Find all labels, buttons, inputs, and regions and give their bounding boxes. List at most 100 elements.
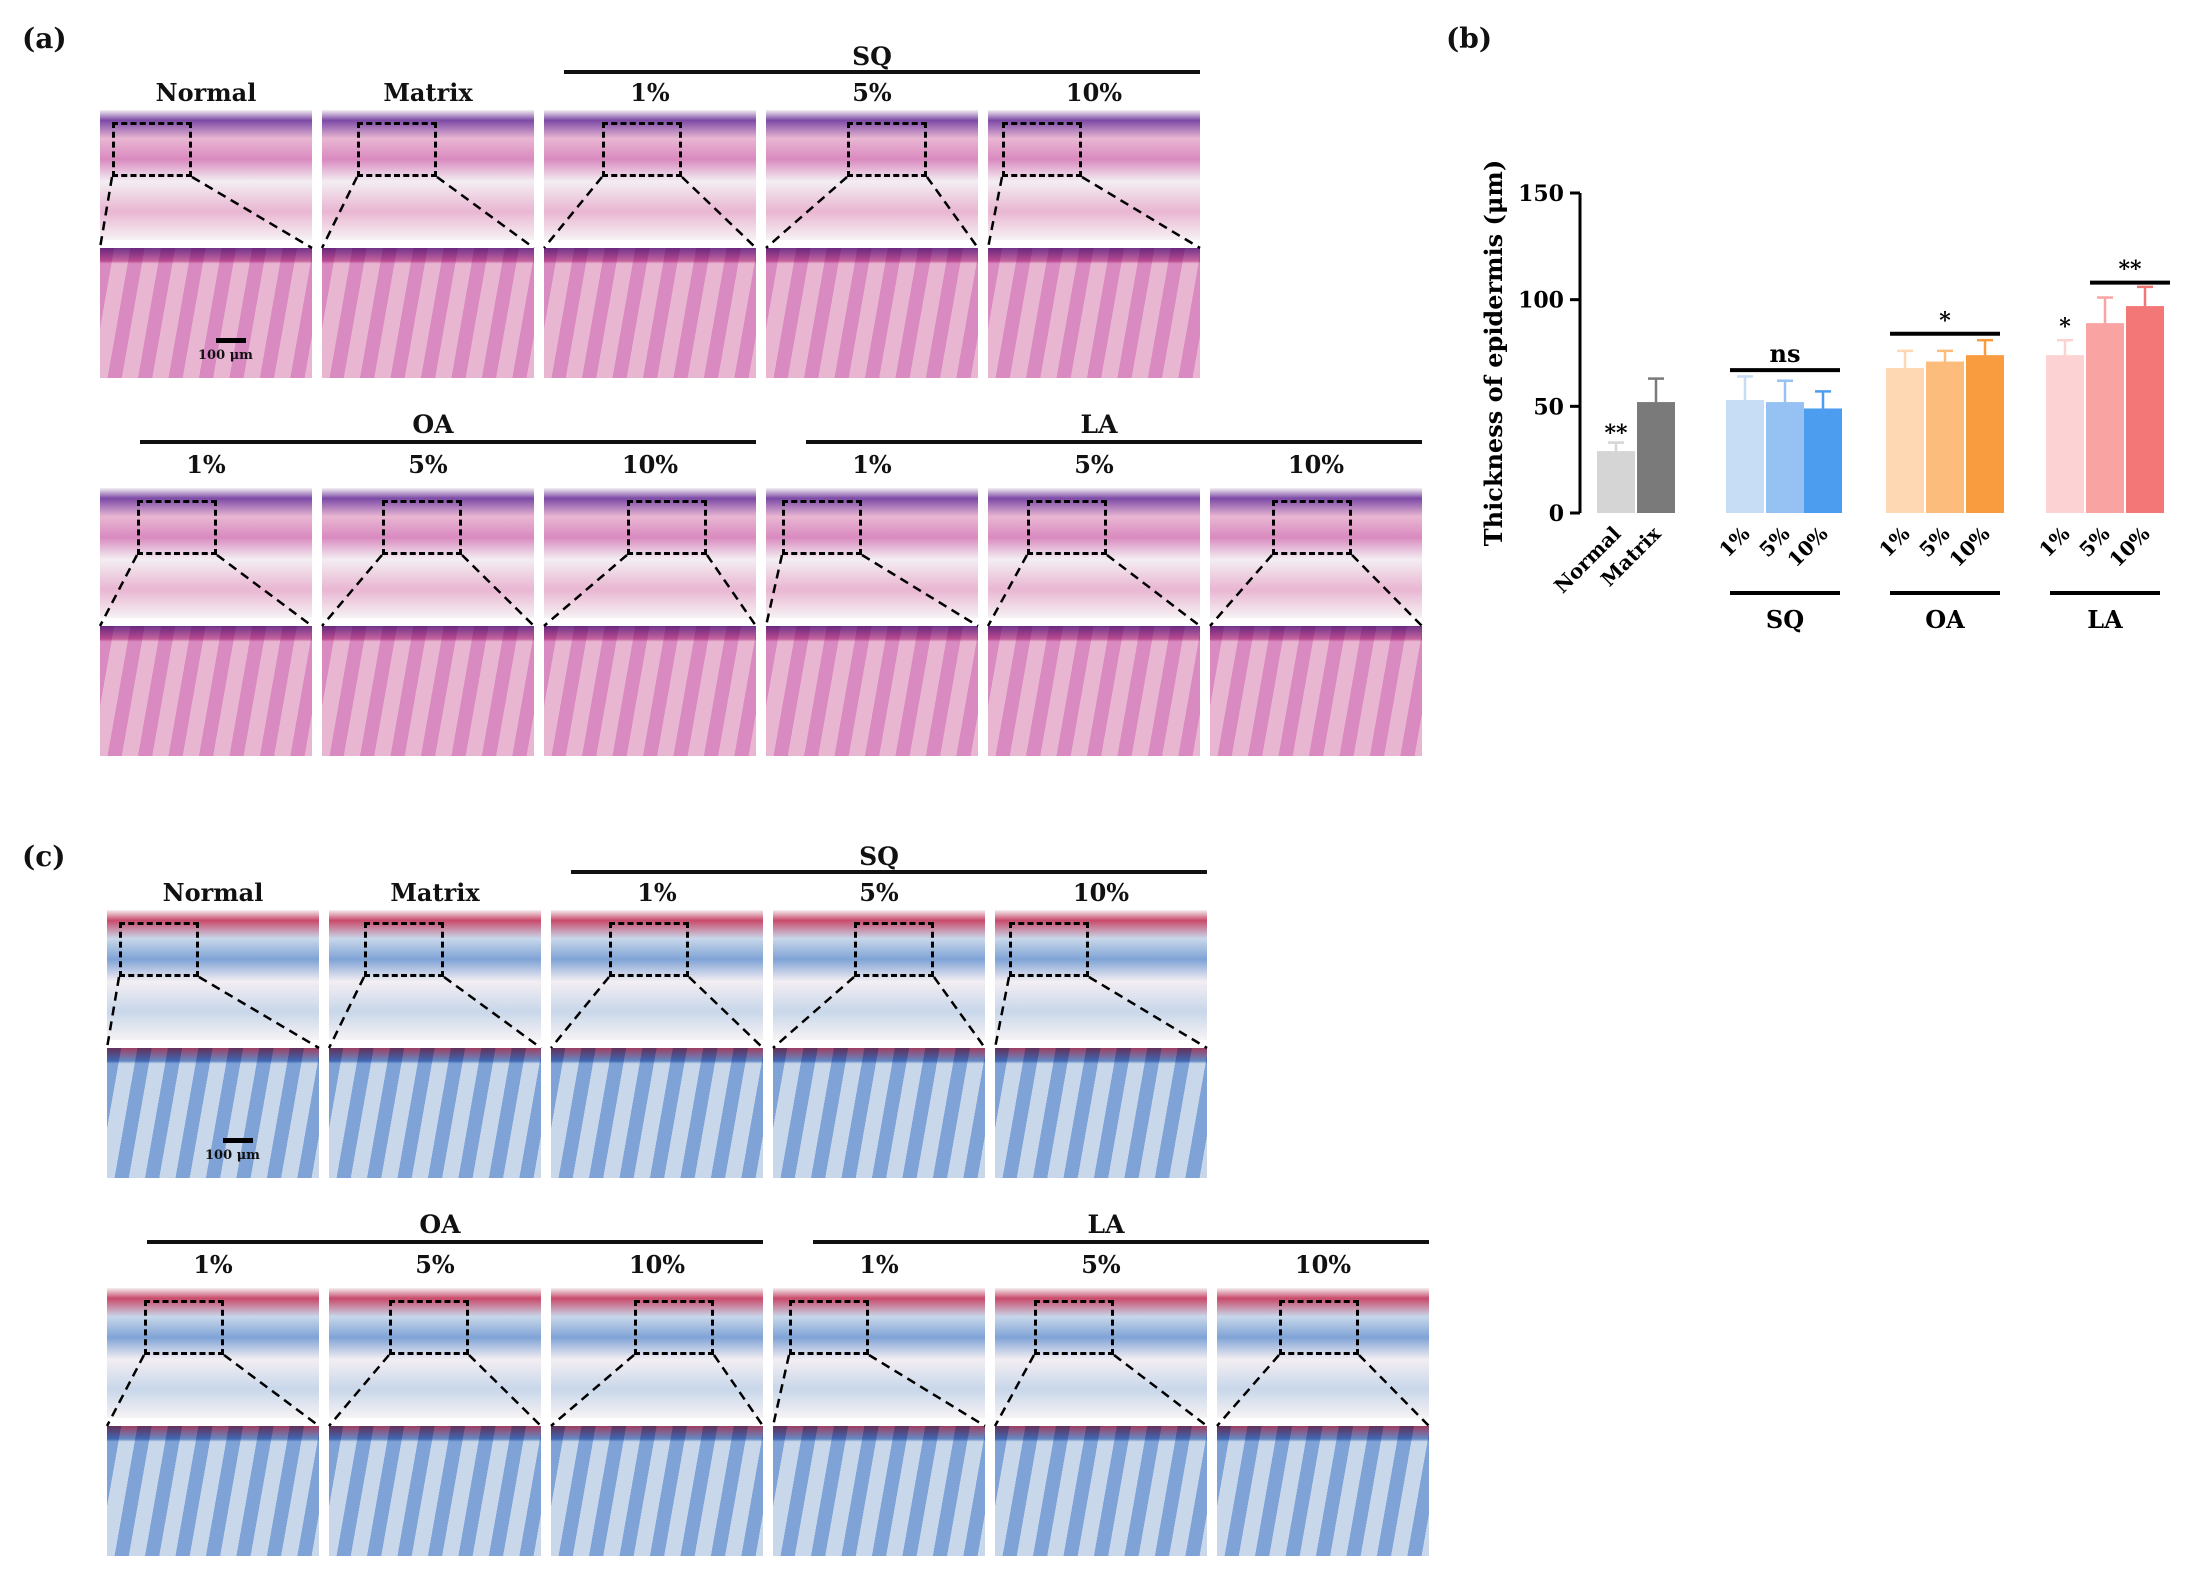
- bar: [1637, 402, 1675, 513]
- zoom-lines: [986, 554, 1201, 627]
- zoom-lines: [105, 1353, 320, 1428]
- high-mag-image: [551, 1048, 763, 1178]
- roi-box: [357, 122, 437, 177]
- high-mag-image: [773, 1426, 985, 1556]
- high-mag-image: [322, 248, 534, 378]
- scale-bar: [216, 338, 246, 343]
- zoom-lines: [993, 1354, 1208, 1427]
- y-tick-label: 50: [1533, 394, 1564, 420]
- high-mag-image: [100, 626, 312, 756]
- group-bar-sq: [564, 70, 1200, 74]
- image-label: Matrix: [390, 878, 480, 907]
- roi-box: [1034, 1300, 1114, 1355]
- zoom-lines: [765, 176, 980, 249]
- zoom-lines: [772, 976, 987, 1049]
- high-mag-image: [544, 626, 756, 756]
- roi-box: [854, 922, 934, 977]
- significance-la: **: [2118, 257, 2142, 283]
- zoom-lines: [1209, 554, 1423, 627]
- zoom-lines: [327, 975, 542, 1050]
- roi-box: [364, 922, 444, 977]
- bar: [1766, 402, 1804, 513]
- zoom-lines: [321, 554, 535, 627]
- image-label: 10%: [1072, 878, 1130, 907]
- roi-box: [1027, 500, 1107, 555]
- image-label: 1%: [852, 450, 892, 479]
- high-mag-image: [329, 1426, 541, 1556]
- group-bar: [813, 1240, 1429, 1244]
- group-bar: [147, 1240, 763, 1244]
- roi-box: [144, 1300, 224, 1355]
- zoom-lines: [986, 175, 1201, 250]
- zoom-lines: [98, 175, 313, 250]
- high-mag-image: [551, 1426, 763, 1556]
- bar: [1726, 399, 1764, 513]
- significance-normal: **: [1604, 421, 1628, 447]
- zoom-lines: [543, 554, 758, 627]
- high-mag-image: [322, 626, 534, 756]
- high-mag-image: [766, 248, 978, 378]
- group-label: OA: [1925, 605, 1965, 634]
- high-mag-image: [773, 1048, 985, 1178]
- roi-box: [609, 922, 689, 977]
- panel-label-c: (c): [22, 840, 66, 873]
- significance-oa: *: [1939, 308, 1951, 334]
- panel-label-b: (b): [1446, 22, 1493, 55]
- high-mag-image: [995, 1048, 1207, 1178]
- bar: [1926, 361, 1964, 513]
- roi-box: [1009, 922, 1089, 977]
- image-label: 10%: [628, 1250, 686, 1279]
- y-axis-label: Thickness of epidermis (μm): [1480, 160, 1508, 546]
- x-tick-label: 1%: [1714, 522, 1754, 562]
- roi-box: [389, 1300, 469, 1355]
- group-label: OA: [419, 1210, 461, 1239]
- group-label: OA: [412, 410, 454, 439]
- zoom-lines: [320, 175, 535, 250]
- scale-label: 100 μm: [198, 348, 253, 363]
- bar: [1804, 408, 1842, 513]
- image-label: 1%: [186, 450, 226, 479]
- high-mag-image: [329, 1048, 541, 1178]
- x-tick-label: 10%: [1944, 522, 1994, 572]
- high-mag-image: [107, 1048, 319, 1178]
- high-mag-image: [107, 1426, 319, 1556]
- x-tick-label: 1%: [1874, 522, 1914, 562]
- group-label-sq: SQ: [852, 42, 892, 71]
- image-label: 5%: [408, 450, 448, 479]
- bar: [1966, 355, 2004, 513]
- roi-box: [119, 922, 199, 977]
- roi-box: [1272, 500, 1352, 555]
- panel-label-a: (a): [22, 22, 67, 55]
- roi-box: [789, 1300, 869, 1355]
- roi-box: [847, 122, 927, 177]
- zoom-lines: [550, 1354, 765, 1427]
- high-mag-image: [100, 248, 312, 378]
- bar: [2086, 323, 2124, 513]
- group-bar: [140, 440, 756, 444]
- y-tick-label: 100: [1518, 288, 1564, 314]
- image-label: 10%: [1287, 450, 1345, 479]
- bar: [2126, 306, 2164, 513]
- x-tick-label: 10%: [2104, 522, 2154, 572]
- high-mag-image: [766, 626, 978, 756]
- roi-box: [634, 1300, 714, 1355]
- roi-box: [1002, 122, 1082, 177]
- group-label: LA: [1080, 410, 1118, 439]
- zoom-lines: [105, 975, 320, 1050]
- image-label: 5%: [415, 1250, 455, 1279]
- image-label: Normal: [162, 878, 264, 907]
- image-label: 5%: [859, 878, 899, 907]
- image-label: 1%: [193, 1250, 233, 1279]
- roi-box: [602, 122, 682, 177]
- y-tick-label: 0: [1549, 501, 1564, 527]
- high-mag-image: [1217, 1426, 1429, 1556]
- significance-la1: *: [2059, 314, 2071, 340]
- roi-box: [782, 500, 862, 555]
- zoom-lines: [98, 553, 313, 628]
- zoom-lines: [543, 176, 757, 249]
- bar: [2046, 355, 2084, 513]
- y-tick-label: 150: [1518, 181, 1564, 207]
- image-label: 1%: [637, 878, 677, 907]
- group-bar-sq: [571, 870, 1207, 874]
